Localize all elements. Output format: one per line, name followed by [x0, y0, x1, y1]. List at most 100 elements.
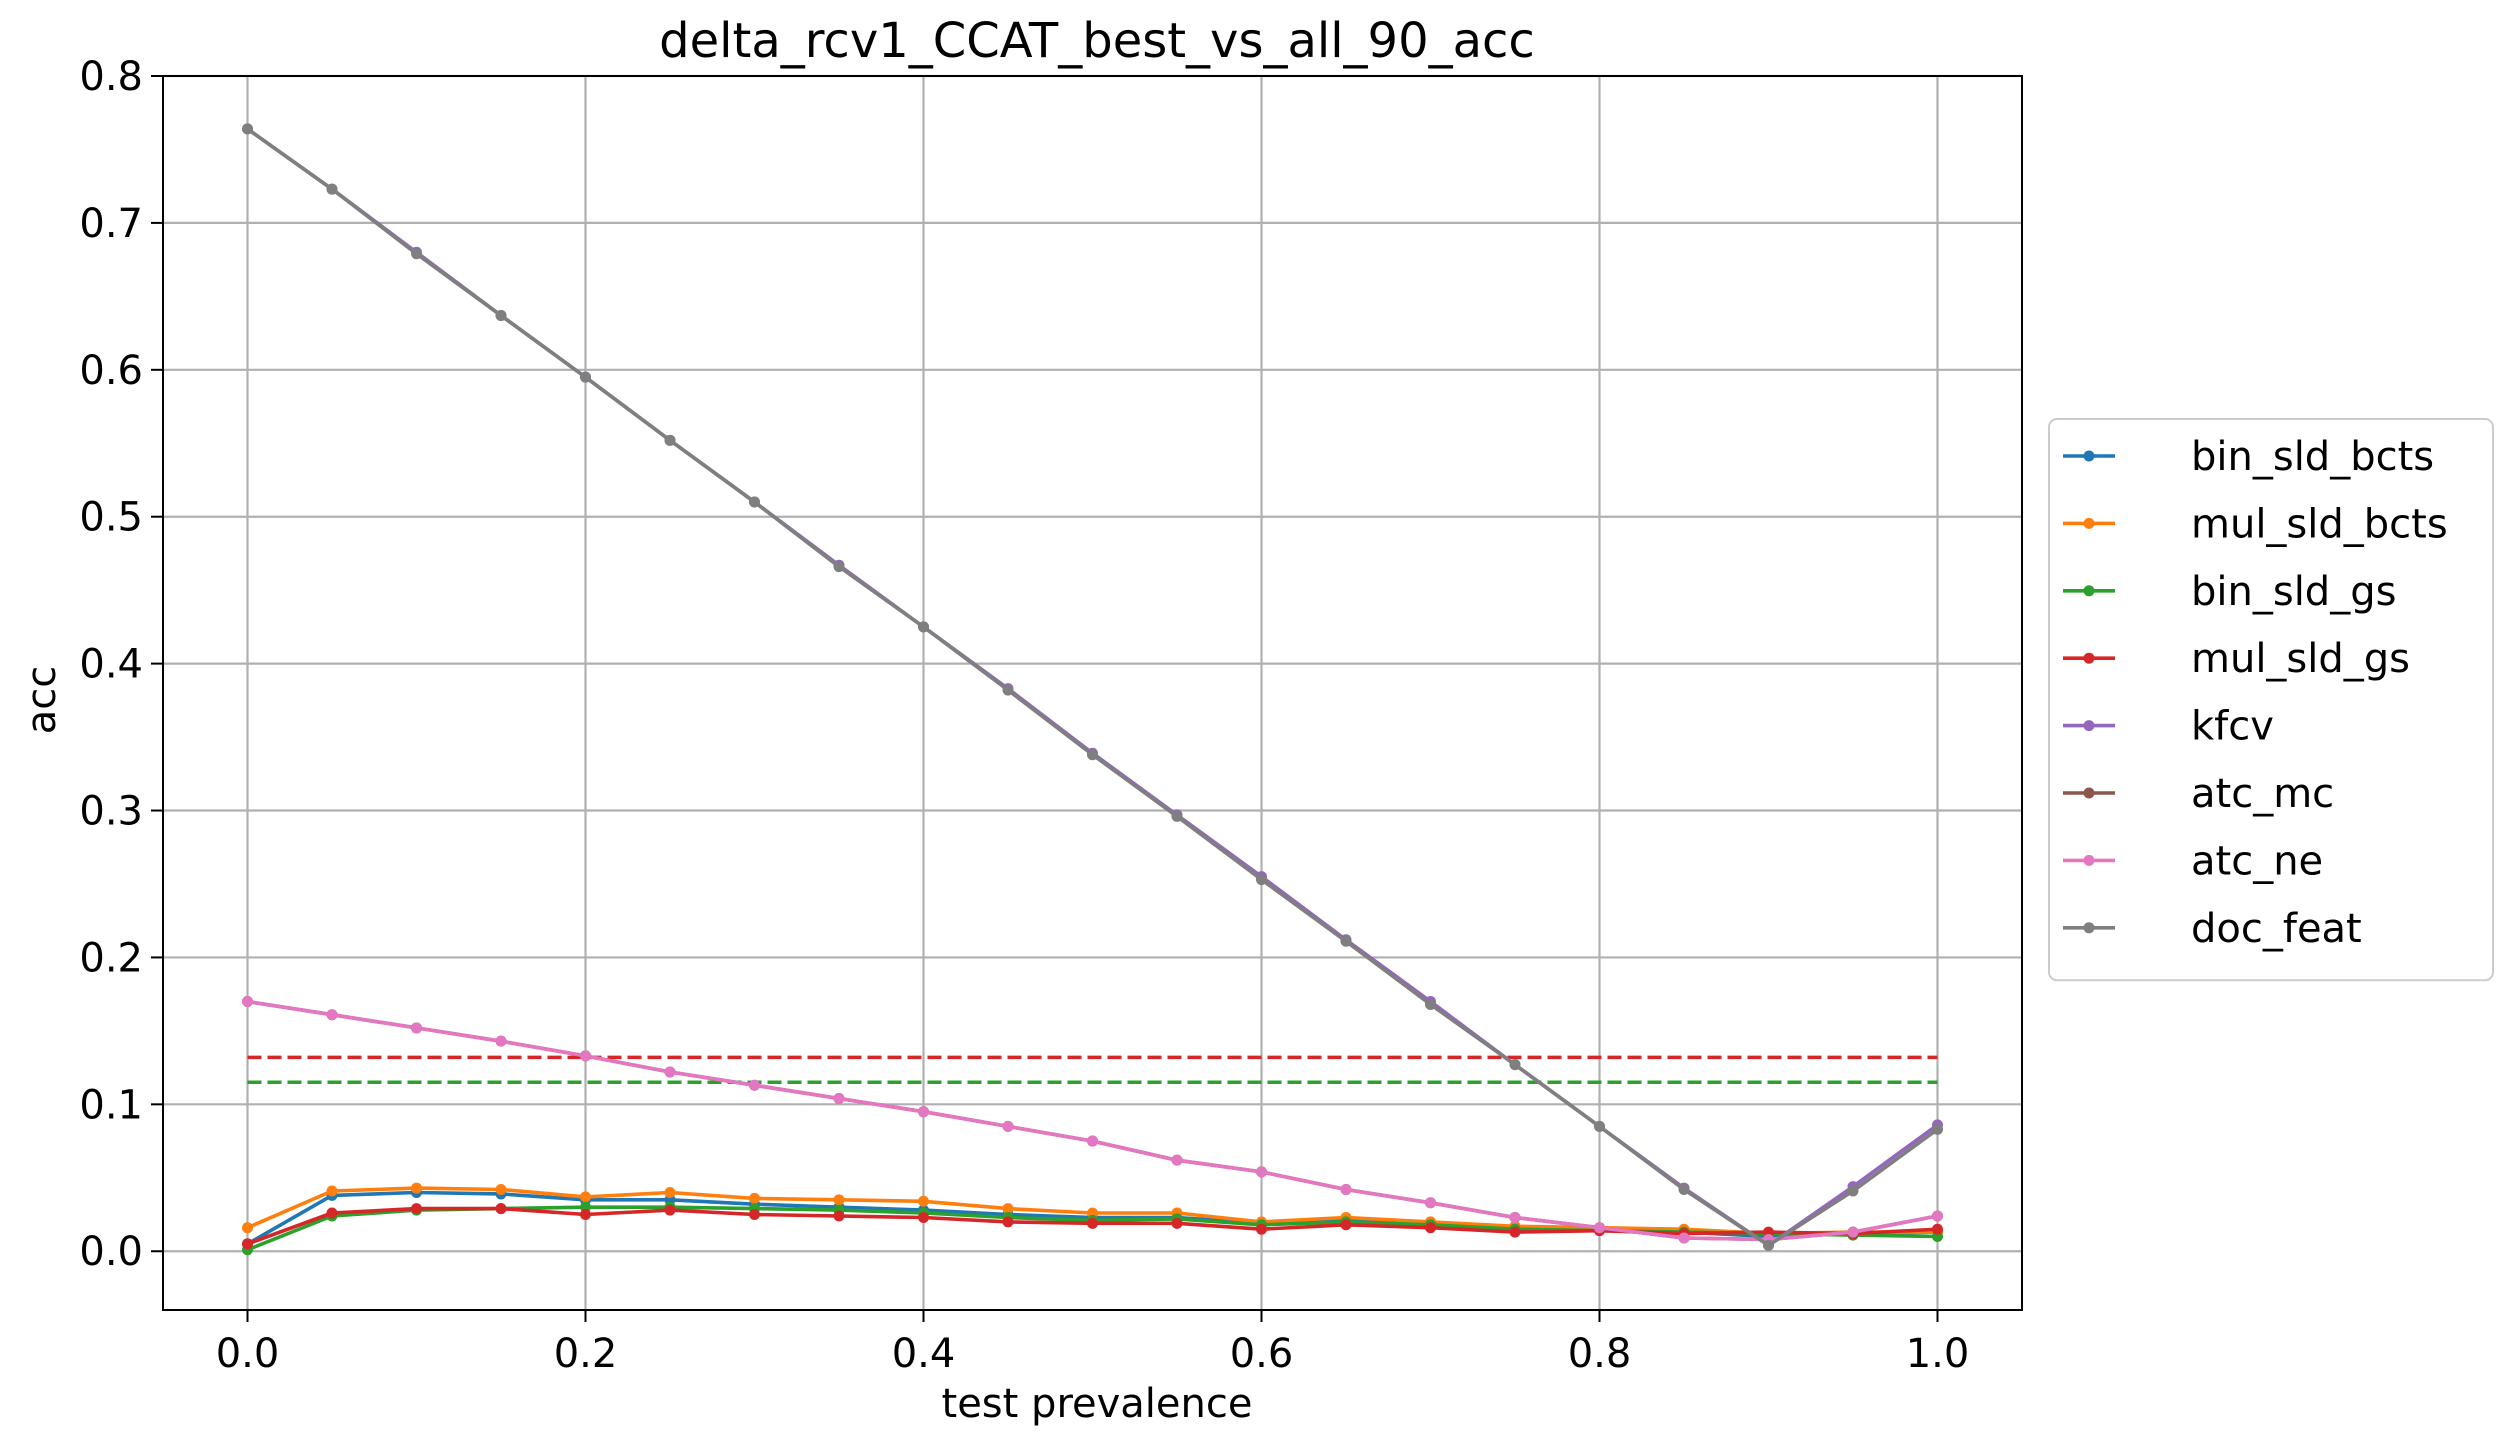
legend-marker — [2083, 652, 2095, 664]
data-point — [1256, 874, 1267, 886]
series-doc_feat — [242, 123, 1943, 1251]
data-point — [326, 1185, 338, 1197]
data-point — [918, 1211, 929, 1223]
data-point — [1425, 1197, 1436, 1209]
data-point — [1340, 935, 1352, 947]
data-point — [1002, 1203, 1014, 1215]
axis-ticks: 0.0 0.2 0.4 0.6 0.8 1.0 0.0 0.1 0.2 0.3 0.4 0.5 0.6 0… — [79, 54, 1969, 1377]
data-point — [1087, 1217, 1098, 1229]
data-point — [411, 248, 422, 260]
data-point — [1425, 1222, 1436, 1234]
legend-marker — [2083, 450, 2095, 462]
data-point — [1002, 1120, 1014, 1132]
reference-lines — [247, 1055, 1938, 1085]
data-point — [1509, 1226, 1521, 1238]
legend-item: bin_sld_bcts — [2063, 434, 2434, 480]
legend-marker — [2083, 854, 2095, 866]
data-point — [1594, 1120, 1605, 1132]
legend-item: mul_sld_gs — [2063, 636, 2410, 682]
data-point — [1256, 1166, 1267, 1178]
data-point — [1847, 1226, 1859, 1238]
data-point — [411, 1022, 422, 1034]
data-point — [580, 371, 591, 383]
y-axis-label: acc — [19, 666, 65, 735]
x-tick-label: 1.0 — [1906, 1331, 1970, 1377]
data-point — [411, 1203, 422, 1215]
legend-marker — [2083, 720, 2095, 732]
legend-label: bin_sld_gs — [2191, 569, 2396, 615]
legend-label: bin_sld_bcts — [2191, 434, 2434, 480]
data-point — [664, 1204, 676, 1216]
legend-label: mul_sld_bcts — [2191, 501, 2448, 547]
legend-label: kfcv — [2191, 704, 2274, 750]
data-point — [242, 123, 253, 135]
legend-item: mul_sld_bcts — [2063, 501, 2448, 547]
data-point — [1678, 1232, 1690, 1244]
data-point — [1763, 1239, 1774, 1251]
data-point — [1002, 684, 1014, 696]
data-point — [242, 1238, 253, 1250]
data-point — [1678, 1184, 1690, 1196]
data-point — [580, 1191, 591, 1203]
legend-label: atc_ne — [2191, 838, 2323, 884]
data-point — [664, 1186, 676, 1198]
data-point — [1171, 810, 1183, 822]
data-point — [1847, 1185, 1859, 1197]
data-point — [918, 1106, 929, 1118]
data-point — [749, 1209, 760, 1221]
y-tick-label: 0.6 — [79, 348, 143, 394]
y-tick-label: 0.8 — [79, 54, 143, 100]
y-tick-label: 0.2 — [79, 935, 143, 981]
data-point — [242, 1222, 253, 1234]
series-lines — [242, 123, 1943, 1256]
data-point — [1171, 1154, 1183, 1166]
data-point — [1932, 1210, 1943, 1222]
data-point — [1087, 749, 1098, 761]
data-point — [495, 1203, 507, 1215]
data-point — [1509, 1211, 1521, 1223]
legend-marker — [2083, 585, 2095, 597]
data-point — [411, 1182, 422, 1194]
legend-item: atc_mc — [2063, 771, 2334, 817]
legend-item: doc_feat — [2063, 906, 2362, 952]
data-point — [833, 1194, 845, 1206]
data-point — [918, 1195, 929, 1207]
data-point — [495, 1184, 507, 1196]
legend-item: atc_ne — [2063, 838, 2323, 884]
data-point — [918, 621, 929, 633]
data-point — [749, 1192, 760, 1204]
legend-box — [2048, 418, 2494, 982]
data-point — [1340, 1219, 1352, 1231]
legend-label: mul_sld_gs — [2191, 636, 2410, 682]
y-tick-label: 0.7 — [79, 201, 143, 247]
data-point — [1932, 1223, 1943, 1235]
data-point — [326, 183, 338, 195]
data-point — [326, 1207, 338, 1219]
y-tick-label: 0.4 — [79, 642, 143, 688]
data-point — [495, 1035, 507, 1047]
x-tick-label: 0.4 — [892, 1331, 956, 1377]
legend-item: kfcv — [2063, 704, 2274, 750]
series-atc_ne — [242, 996, 1943, 1245]
legend-marker — [2083, 787, 2095, 799]
data-point — [1256, 1223, 1267, 1235]
x-tick-label: 0.6 — [1230, 1331, 1294, 1377]
data-point — [664, 434, 676, 446]
y-tick-label: 0.3 — [79, 789, 143, 835]
data-point — [1425, 998, 1436, 1010]
data-point — [495, 309, 507, 321]
y-tick-label: 0.5 — [79, 495, 143, 541]
data-point — [1002, 1216, 1014, 1228]
y-tick-label: 0.1 — [79, 1082, 143, 1128]
legend-item: bin_sld_gs — [2063, 569, 2396, 615]
y-tick-label: 0.0 — [79, 1229, 143, 1275]
data-point — [1509, 1059, 1521, 1071]
data-point — [664, 1066, 676, 1078]
x-axis-label: test prevalence — [942, 1381, 1253, 1427]
data-point — [1340, 1184, 1352, 1196]
data-point — [580, 1050, 591, 1062]
data-point — [833, 1210, 845, 1222]
data-point — [580, 1209, 591, 1221]
series-mul_sld_gs — [242, 1203, 1943, 1250]
